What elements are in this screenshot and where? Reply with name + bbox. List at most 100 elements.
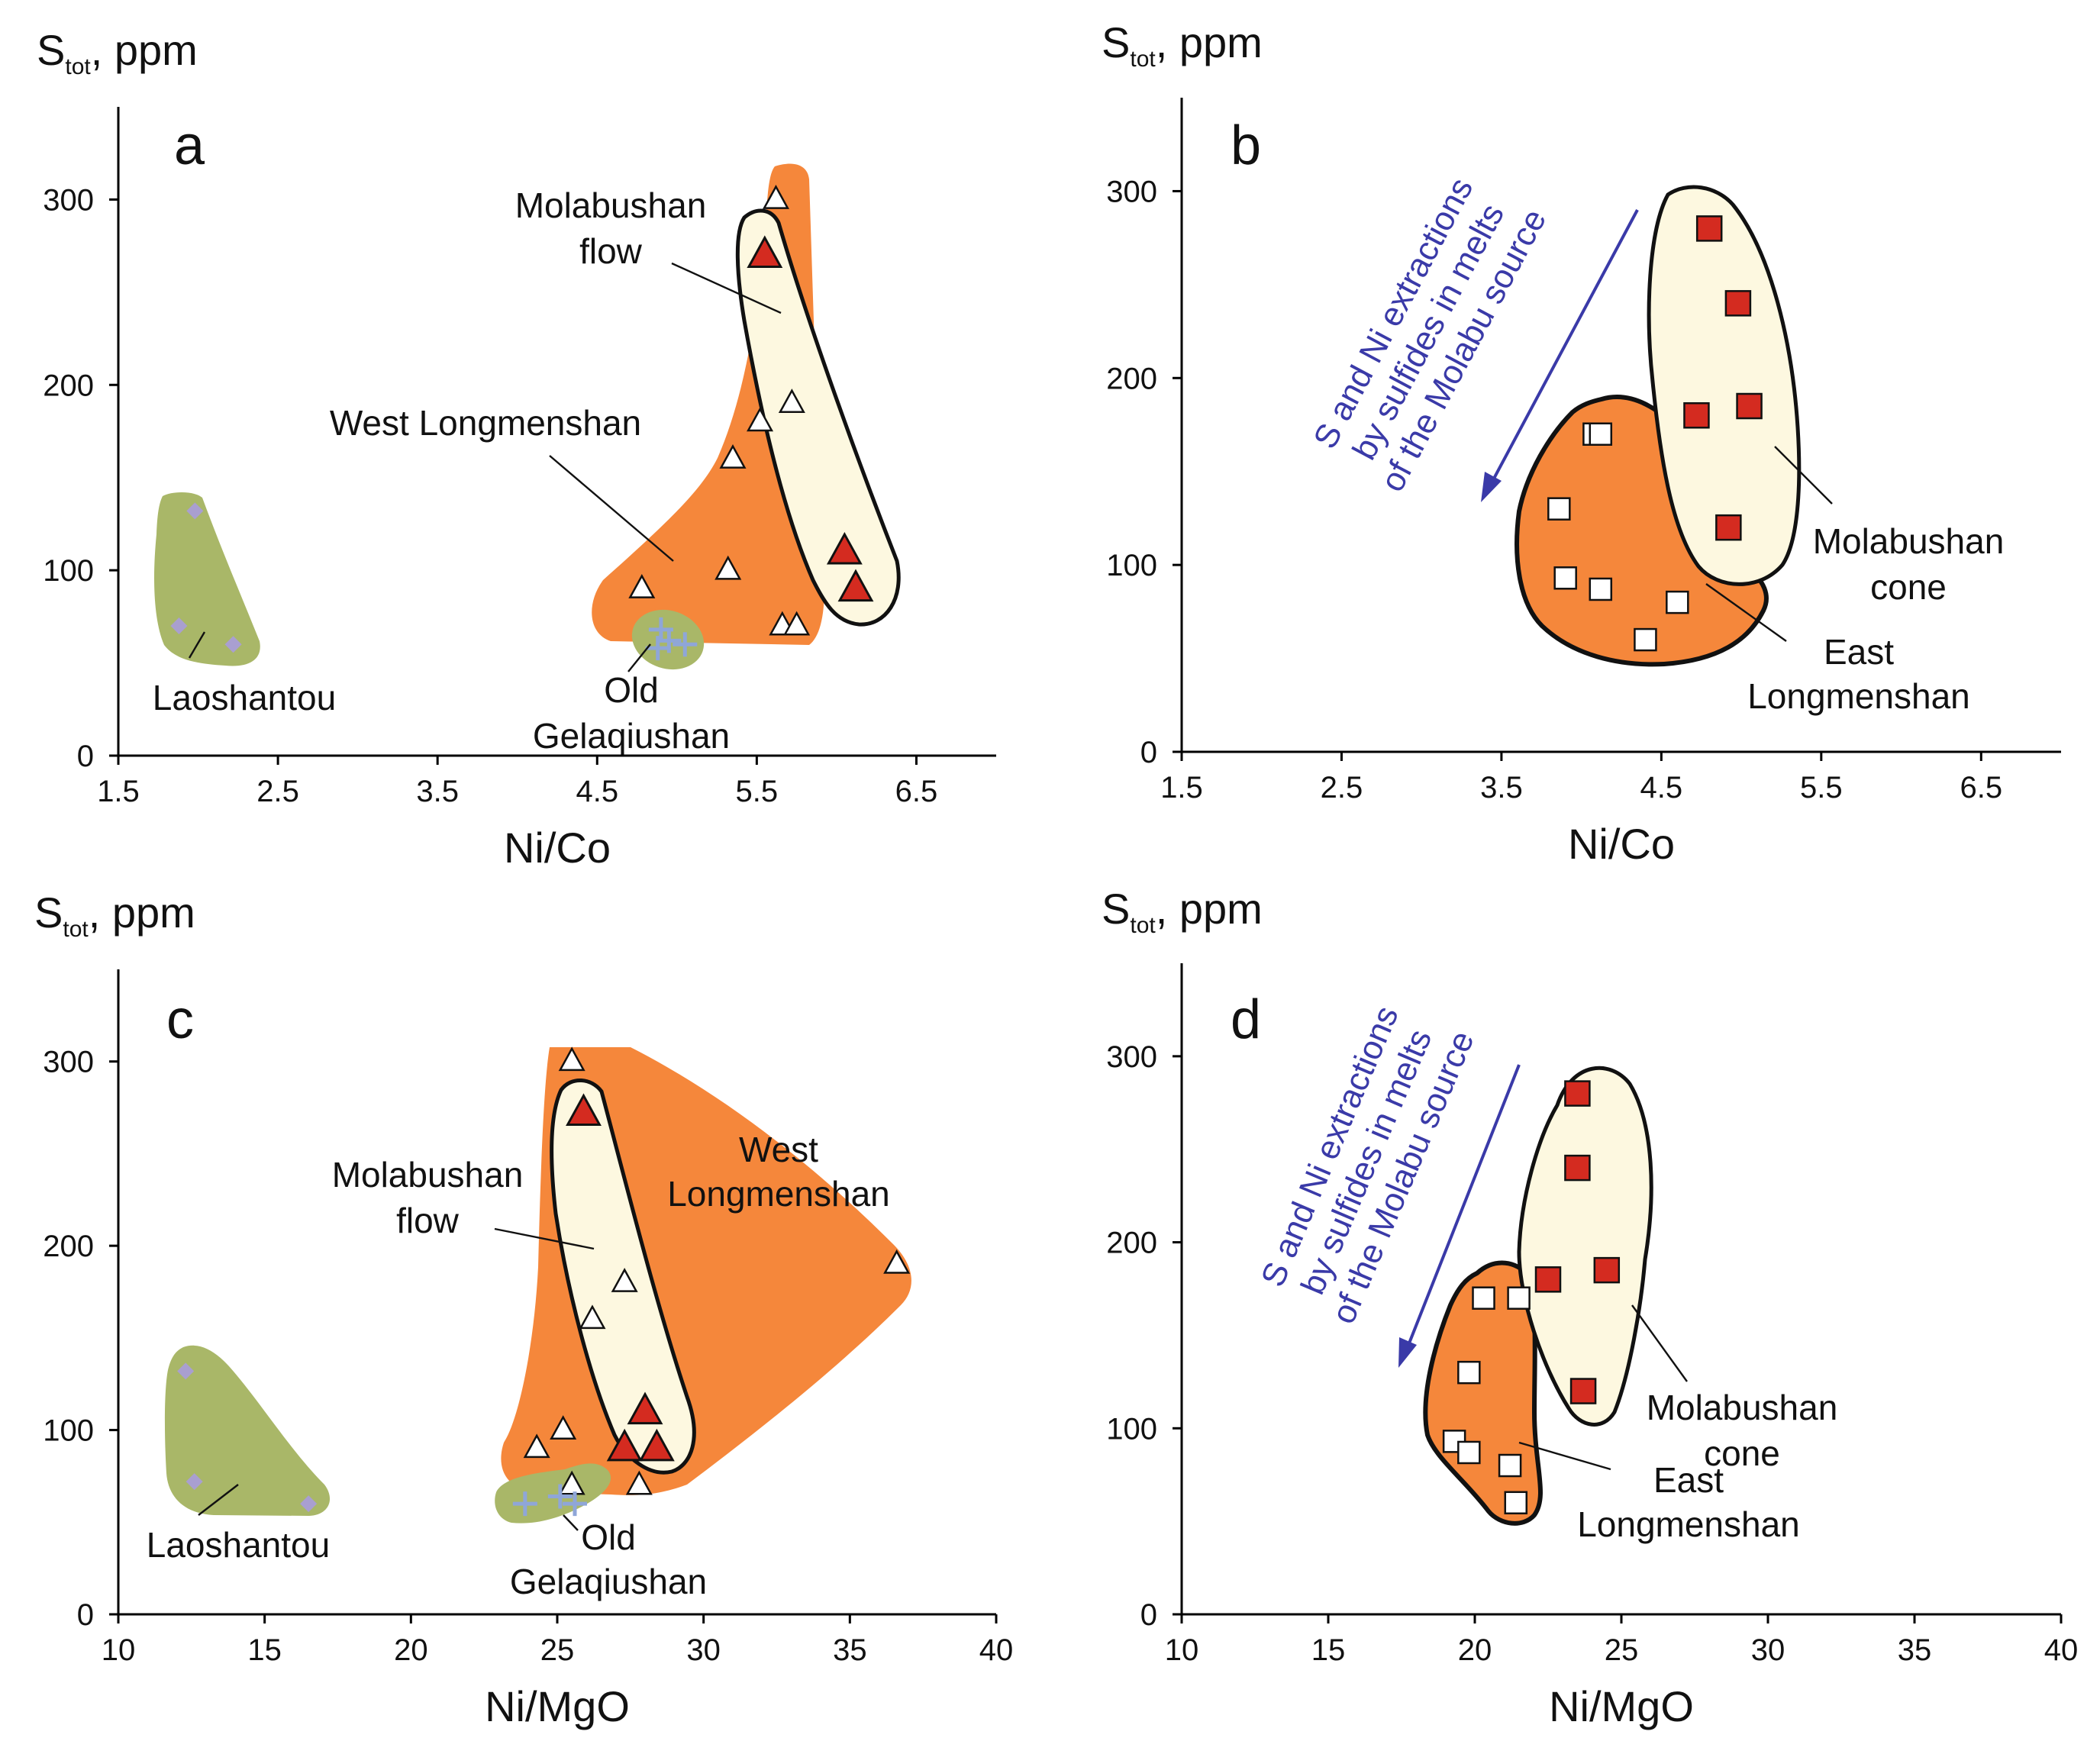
x-axis-title-d: Ni/MgO <box>1549 1682 1694 1730</box>
point-east-longmenshan <box>1634 627 1657 652</box>
y-axis-title-unit: , ppm <box>1156 885 1263 933</box>
point-east-longmenshan <box>1589 422 1613 446</box>
x-tick-label-a: 3.5 <box>416 775 459 808</box>
point-molabushan-cone <box>1736 392 1763 420</box>
point-east-longmenshan <box>1547 497 1571 521</box>
y-axis-title-sub: tot <box>1130 913 1156 938</box>
y-axis-title-sub: tot <box>65 54 91 79</box>
panel-d-label: d <box>1231 989 1261 1050</box>
point-west-longmenshan <box>523 1433 550 1459</box>
y-axis-title-main: S <box>1102 18 1130 66</box>
y-tick-label-c: 200 <box>43 1230 94 1263</box>
y-axis-title-sub: tot <box>1130 47 1156 72</box>
point-molabushan-cone <box>1683 402 1710 429</box>
old-leader-a <box>627 643 651 672</box>
x-tick-label-c: 10 <box>102 1633 136 1667</box>
point-molabushan-cone <box>1593 1256 1621 1284</box>
laoshantou-field <box>154 492 260 666</box>
point-molabushan-cone <box>1695 215 1723 242</box>
lao-label-c: Laoshantou <box>147 1525 330 1565</box>
point-molabushan-cone <box>1564 1080 1591 1107</box>
point-west-longmenshan <box>558 1470 585 1495</box>
molabushan-cone-field <box>1647 185 1802 586</box>
point-west-longmenshan <box>579 1304 606 1330</box>
point-west-longmenshan <box>550 1415 577 1440</box>
old-leader-c <box>563 1514 579 1531</box>
point-east-longmenshan <box>1666 590 1689 614</box>
point-west-longmenshan <box>883 1249 911 1274</box>
y-axis-title-c: Stot, ppm <box>34 888 195 942</box>
y-axis-title-unit: , ppm <box>89 888 195 937</box>
panel-a-annotations: Molabushan flow West Longmenshan Laoshan… <box>153 185 782 756</box>
point-west-longmenshan <box>715 555 742 580</box>
panel-c-axes: 10 15 20 25 30 35 40 0 100 200 300 Ni/MgO Stot, ppm <box>34 888 1013 1730</box>
point-east-longmenshan <box>1553 566 1577 590</box>
point-old-gelaqiushan <box>673 632 698 657</box>
y-tick-label-d: 200 <box>1106 1227 1157 1260</box>
point-laoshantou <box>224 636 242 653</box>
point-molabushan-cone <box>1564 1154 1591 1182</box>
y-tick-label-c: 0 <box>77 1598 94 1632</box>
y-tick-label-a: 300 <box>43 183 94 217</box>
y-tick-label-a: 100 <box>43 554 94 588</box>
trend-arrow-shaft-d <box>1403 1064 1521 1356</box>
panel-a-axes: 1.5 2.5 3.5 4.5 5.5 6.5 0 100 200 300 Ni/Co Stot, p… <box>37 26 996 872</box>
y-tick-label-b: 100 <box>1106 549 1157 582</box>
east-leader-d <box>1518 1441 1611 1471</box>
lao-label-a: Laoshantou <box>153 678 336 717</box>
old-label-c-1: Old <box>581 1517 636 1557</box>
y-tick-label-d: 100 <box>1106 1412 1157 1446</box>
flow-label-c-1: Molabushan <box>332 1155 524 1195</box>
y-tick-label-b: 300 <box>1106 175 1157 208</box>
east-label-d-1: East <box>1653 1460 1724 1500</box>
flow-label-a-2: flow <box>579 231 643 271</box>
old-label-a-2: Gelaqiushan <box>533 716 730 756</box>
y-tick-label-d: 300 <box>1106 1040 1157 1074</box>
panel-b-fields <box>1515 185 1802 667</box>
trend-text-d: S and Ni extractions by sulfides in melt… <box>1254 1001 1482 1329</box>
trend-arrow-d <box>1398 1064 1521 1368</box>
lao-leader-c <box>198 1484 239 1516</box>
point-west-longmenshan <box>783 611 811 636</box>
x-tick-label-c: 25 <box>540 1633 575 1667</box>
x-tick-label-a: 2.5 <box>256 775 299 808</box>
y-tick-label-c: 100 <box>43 1414 94 1448</box>
x-tick-label-c: 30 <box>686 1633 721 1667</box>
y-axis-title-main: S <box>34 888 63 937</box>
y-axis-title-a: Stot, ppm <box>37 26 198 79</box>
x-tick-label-d: 10 <box>1165 1633 1199 1667</box>
y-axis-title-main: S <box>1102 885 1130 933</box>
x-axis-title-c: Ni/MgO <box>485 1682 630 1730</box>
x-tick-label-b: 5.5 <box>1800 771 1843 804</box>
y-tick-label-c: 300 <box>43 1046 94 1079</box>
x-tick-label-b: 6.5 <box>1960 771 2002 804</box>
y-axis-title-d: Stot, ppm <box>1102 885 1263 938</box>
panel-b: Molabushan cone East Longmenshan S and N… <box>1102 18 2061 868</box>
x-tick-label-b: 3.5 <box>1480 771 1523 804</box>
y-tick-label-b: 0 <box>1140 736 1157 769</box>
point-old-gelaqiushan <box>547 1484 573 1509</box>
x-tick-label-c: 40 <box>979 1633 1014 1667</box>
cone-label-b-1: Molabushan <box>1813 521 2005 561</box>
y-axis-title-sub: tot <box>63 917 89 942</box>
x-tick-label-b: 2.5 <box>1321 771 1363 804</box>
panel-a: Molabushan flow West Longmenshan Laoshan… <box>37 26 996 872</box>
x-tick-label-a: 1.5 <box>97 775 140 808</box>
panel-b-label: b <box>1231 115 1261 176</box>
flow-leader-c <box>494 1227 595 1250</box>
panel-c-annotations: Molabushan flow West Longmenshan Laoshan… <box>147 1130 890 1601</box>
point-west-longmenshan <box>625 1470 653 1495</box>
y-tick-label-a: 200 <box>43 369 94 402</box>
x-axis-title-b: Ni/Co <box>1568 820 1675 868</box>
point-east-longmenshan <box>1589 577 1613 601</box>
point-molabushan-cone <box>1724 290 1752 317</box>
panel-a-markers <box>170 185 874 661</box>
x-tick-label-a: 4.5 <box>576 775 618 808</box>
point-old-gelaqiushan <box>512 1491 537 1517</box>
cone-leader-b <box>1774 446 1833 505</box>
y-axis-title-b: Stot, ppm <box>1102 18 1263 72</box>
panel-d-axes: 10 15 20 25 30 35 40 0 100 200 300 Ni/MgO Stot, ppm <box>1102 885 2078 1730</box>
y-axis-title-unit: , ppm <box>1156 18 1263 66</box>
panel-d: Molabushan cone East Longmenshan S and N… <box>1102 885 2078 1730</box>
cone-leader-d <box>1631 1304 1688 1382</box>
